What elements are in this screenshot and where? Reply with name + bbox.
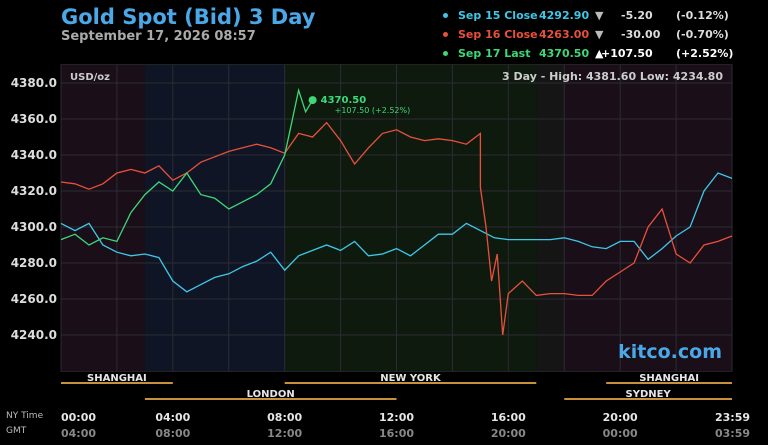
session-label: SYDNEY [626, 389, 672, 400]
x-tick-label-ny: 08:00 [267, 411, 302, 424]
legend-item-sep15: Sep 15 Close 4292.90 ▼ -5.20 (-0.12%) [443, 9, 743, 28]
x-tick-label-gmt: 08:00 [155, 427, 190, 440]
legend-item-sep17: Sep 17 Last 4370.50 ▲ +107.50 (+2.52%) [443, 47, 743, 66]
y-tick-label: 4260.0 [11, 292, 57, 306]
arrow-down-icon: ▼ [595, 28, 604, 41]
session-label: NEW YORK [380, 373, 442, 384]
chart-title: Gold Spot (Bid) 3 Day [61, 5, 316, 29]
x-tick-label-ny: 12:00 [379, 411, 414, 424]
ny-time-label: NY Time [6, 411, 44, 421]
session-shading [536, 65, 565, 371]
y-tick-label: 4360.0 [11, 112, 57, 126]
watermark-logo: kitco.com [618, 341, 722, 363]
legend-value: 4263.00 [539, 28, 590, 41]
range-summary: 3 Day - High: 4381.60 Low: 4234.80 [502, 70, 723, 83]
x-tick-label-gmt: 16:00 [379, 427, 414, 440]
x-tick-label-ny: 23:59 [715, 411, 750, 424]
y-tick-label: 4280.0 [11, 256, 57, 270]
legend-label: Sep 15 Close [458, 9, 538, 22]
gmt-label: GMT [6, 426, 27, 436]
session-shading [284, 65, 537, 371]
legend-change: -5.20 [621, 9, 653, 22]
series-line-2 [60, 87, 314, 246]
legend-item-sep16: Sep 16 Close 4263.00 ▼ -30.00 (-0.70%) [443, 28, 743, 47]
session-label: LONDON [247, 389, 295, 400]
x-tick-label-ny: 20:00 [603, 411, 638, 424]
session-shading [144, 65, 285, 371]
last-change-label: +107.50 (+2.52%) [335, 106, 411, 115]
series-line-1 [60, 121, 733, 336]
legend-dot-icon [443, 51, 448, 56]
y-tick-label: 4320.0 [11, 184, 57, 198]
unit-label: USD/oz [70, 72, 110, 83]
y-tick-label: 4240.0 [11, 328, 57, 342]
last-price-marker [308, 96, 317, 105]
x-tick-label-ny: 04:00 [155, 411, 190, 424]
y-tick-label: 4300.0 [11, 220, 57, 234]
legend-dot-icon [443, 32, 448, 37]
legend-value: 4370.50 [539, 47, 590, 60]
chart-timestamp: September 17, 2026 08:57 [61, 29, 256, 44]
arrow-down-icon: ▼ [595, 9, 604, 22]
x-tick-label-ny: 00:00 [61, 411, 96, 424]
x-tick-label-gmt: 03:59 [715, 427, 750, 440]
series-line-0 [60, 172, 733, 293]
y-tick-label: 4340.0 [11, 148, 57, 162]
legend-label: Sep 16 Close [458, 28, 538, 41]
session-label: SHANGHAI [639, 373, 699, 384]
arrow-up-icon: ▲ [595, 47, 604, 60]
legend-dot-icon [443, 13, 448, 18]
session-label: SHANGHAI [87, 373, 147, 384]
legend-percent: (-0.70%) [676, 28, 729, 41]
legend-percent: (-0.12%) [676, 9, 729, 22]
x-tick-label-ny: 16:00 [491, 411, 526, 424]
session-shading [564, 65, 732, 371]
session-shading [61, 65, 145, 371]
legend-label: Sep 17 Last [458, 47, 531, 60]
legend-change: -30.00 [621, 28, 661, 41]
x-tick-label-gmt: 12:00 [267, 427, 302, 440]
x-tick-label-gmt: 00:00 [603, 427, 638, 440]
legend-change: +107.50 [601, 47, 653, 60]
legend: Sep 15 Close 4292.90 ▼ -5.20 (-0.12%) Se… [443, 9, 743, 66]
last-price-label: 4370.50 [321, 95, 367, 106]
legend-percent: (+2.52%) [676, 47, 734, 60]
x-tick-label-gmt: 20:00 [491, 427, 526, 440]
x-tick-label-gmt: 04:00 [61, 427, 96, 440]
y-tick-label: 4380.0 [11, 76, 57, 90]
legend-value: 4292.90 [539, 9, 590, 22]
